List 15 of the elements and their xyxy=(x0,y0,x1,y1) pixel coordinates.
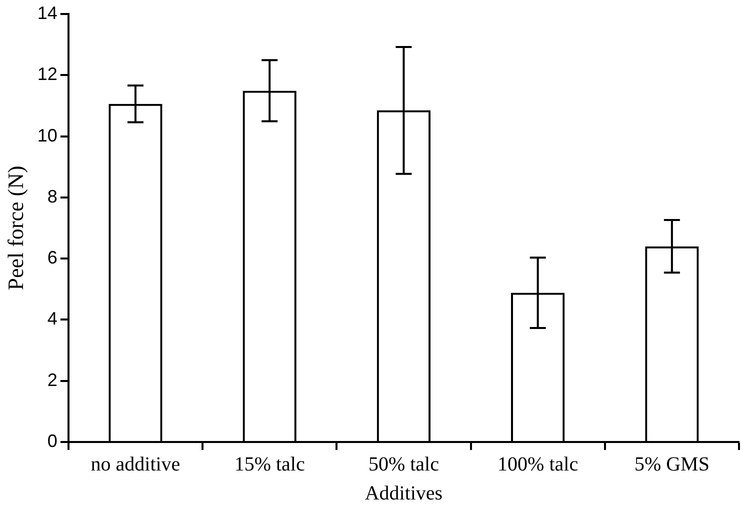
y-tick-label: 6 xyxy=(47,248,58,268)
y-tick-label: 12 xyxy=(37,64,58,84)
x-tick-label: 50% talc xyxy=(368,453,440,476)
x-axis-title: Additives xyxy=(364,482,443,504)
y-axis-title: Peel force (N) xyxy=(2,166,28,290)
x-tick-label: 15% talc xyxy=(234,453,305,476)
y-tick-label: 2 xyxy=(47,370,58,390)
y-tick-label: 4 xyxy=(47,308,58,329)
x-tick-label: 5% GMS xyxy=(634,453,710,476)
y-tick-label: 10 xyxy=(37,125,58,146)
y-tick-label: 8 xyxy=(47,186,58,206)
y-tick-label: 0 xyxy=(47,430,58,451)
x-tick-label: no additive xyxy=(90,453,180,476)
y-tick-label: 14 xyxy=(37,2,58,23)
x-tick-label: 100% talc xyxy=(498,453,578,476)
